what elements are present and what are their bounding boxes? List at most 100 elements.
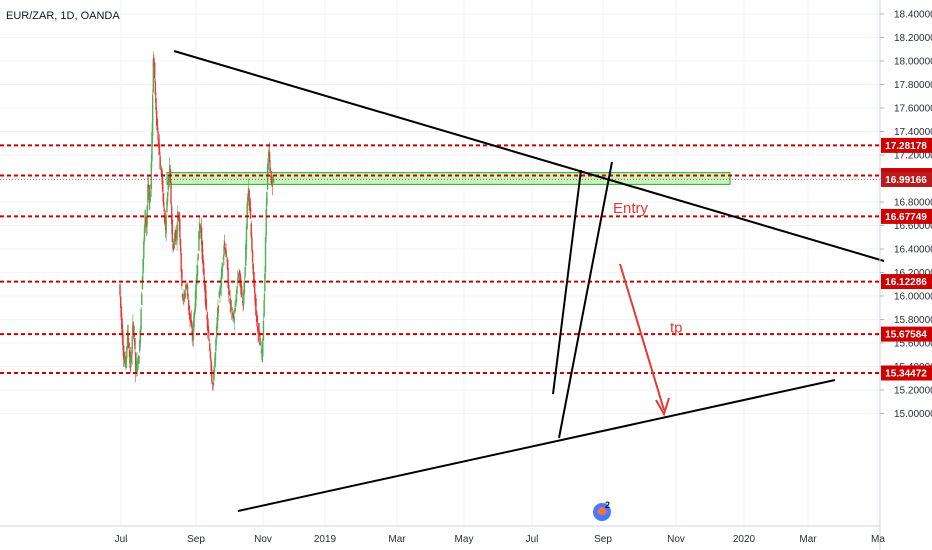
candle[interactable] <box>179 237 182 255</box>
candle[interactable] <box>187 285 189 301</box>
candle[interactable] <box>215 337 217 360</box>
candle[interactable] <box>212 381 214 391</box>
candle[interactable] <box>233 309 235 331</box>
candle[interactable] <box>222 254 225 266</box>
candle[interactable] <box>234 294 237 312</box>
candle[interactable] <box>143 237 145 269</box>
candle[interactable] <box>260 337 262 346</box>
candle[interactable] <box>147 174 149 211</box>
candle[interactable] <box>207 318 210 340</box>
candle[interactable] <box>123 345 125 361</box>
candle[interactable] <box>234 300 236 314</box>
candle-body <box>223 244 225 256</box>
candle[interactable] <box>244 266 246 280</box>
candle[interactable] <box>193 311 195 332</box>
candle[interactable] <box>176 221 178 251</box>
candle[interactable] <box>243 276 246 296</box>
candle[interactable] <box>231 307 233 318</box>
candle[interactable] <box>265 198 267 242</box>
candle[interactable] <box>122 334 125 367</box>
candle[interactable] <box>266 191 268 215</box>
candlestick-series[interactable] <box>119 51 275 391</box>
candle[interactable] <box>236 285 238 303</box>
candle[interactable] <box>270 170 273 186</box>
candle[interactable] <box>150 153 152 198</box>
candle[interactable] <box>262 313 265 341</box>
candle[interactable] <box>247 196 249 216</box>
candle[interactable] <box>197 253 199 262</box>
candle[interactable] <box>228 278 230 302</box>
candle[interactable] <box>151 89 154 147</box>
candle[interactable] <box>119 283 121 299</box>
candle[interactable] <box>217 299 219 328</box>
candle[interactable] <box>153 62 156 83</box>
candle[interactable] <box>272 177 275 184</box>
candle[interactable] <box>168 176 170 185</box>
candle[interactable] <box>124 351 127 370</box>
tradingview-logo-icon[interactable]: 2 <box>593 500 611 521</box>
candle[interactable] <box>128 338 130 349</box>
candle[interactable] <box>125 357 127 369</box>
candle[interactable] <box>214 351 216 368</box>
candle[interactable] <box>249 197 252 219</box>
candle[interactable] <box>225 243 227 258</box>
candle[interactable] <box>209 339 211 353</box>
candle[interactable] <box>198 216 201 240</box>
candle[interactable] <box>181 268 183 290</box>
candle[interactable] <box>224 234 226 250</box>
candle[interactable] <box>245 223 248 260</box>
candle[interactable] <box>138 355 140 364</box>
candle[interactable] <box>183 289 185 306</box>
candle[interactable] <box>230 299 233 321</box>
candle[interactable] <box>202 259 205 277</box>
candle[interactable] <box>228 290 231 297</box>
candle[interactable] <box>136 358 139 376</box>
candle[interactable] <box>205 290 208 312</box>
candle[interactable] <box>134 338 136 354</box>
candle[interactable] <box>241 284 243 297</box>
candle[interactable] <box>230 299 232 314</box>
candle[interactable] <box>139 326 142 349</box>
candle[interactable] <box>227 259 229 289</box>
candle[interactable] <box>250 220 252 239</box>
candle[interactable] <box>158 134 161 156</box>
candle[interactable] <box>162 192 165 208</box>
candle[interactable] <box>126 345 128 369</box>
candle[interactable] <box>196 257 199 286</box>
candle[interactable] <box>185 280 187 299</box>
candle[interactable] <box>251 231 253 253</box>
candle[interactable] <box>190 309 193 329</box>
candle[interactable] <box>147 175 150 194</box>
candle[interactable] <box>264 234 267 279</box>
candle[interactable] <box>262 336 264 362</box>
candle[interactable] <box>165 214 167 241</box>
candle[interactable] <box>170 179 172 207</box>
candle[interactable] <box>218 288 220 299</box>
candle[interactable] <box>141 291 143 306</box>
candle[interactable] <box>268 142 271 172</box>
candle[interactable] <box>221 262 224 277</box>
candle[interactable] <box>140 306 142 333</box>
candle[interactable] <box>209 348 212 362</box>
candle[interactable] <box>166 191 169 206</box>
candle[interactable] <box>186 282 189 297</box>
candle[interactable] <box>155 91 157 115</box>
candle[interactable] <box>236 270 239 288</box>
candle[interactable] <box>252 263 254 281</box>
candle[interactable] <box>217 305 220 314</box>
candle[interactable] <box>160 158 162 171</box>
candle-body <box>194 308 196 315</box>
candle[interactable] <box>208 329 210 342</box>
candle-body <box>241 297 244 299</box>
candle[interactable] <box>159 151 161 170</box>
candle[interactable] <box>263 293 265 319</box>
candle[interactable] <box>271 178 274 196</box>
candle[interactable] <box>142 258 144 281</box>
candle-body <box>179 238 182 252</box>
candle[interactable] <box>269 159 271 173</box>
time-axis[interactable]: Jul Sep Nov 2019 Mar May Jul Sep Nov 2020 Mar Ma <box>115 534 886 545</box>
candle[interactable] <box>172 238 174 253</box>
candle[interactable] <box>171 213 174 243</box>
candle[interactable] <box>156 118 159 133</box>
